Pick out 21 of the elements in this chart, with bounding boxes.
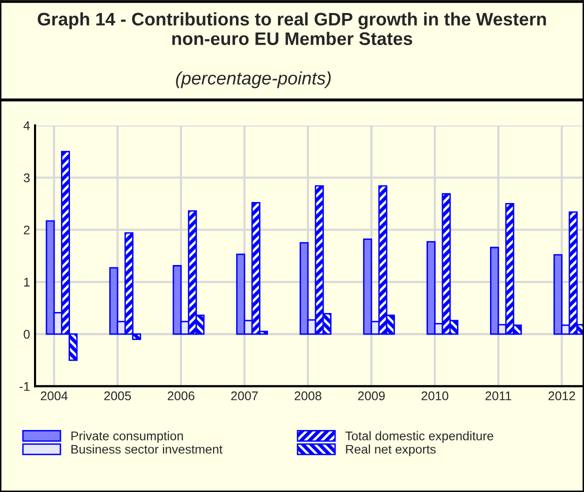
x-tick-label: 2007 <box>231 391 258 400</box>
x-tick-label: 2004 <box>40 391 68 400</box>
chart-subtitle: (percentage-points) <box>176 71 331 88</box>
y-tick-label: 3 <box>24 173 30 182</box>
legend-label: Business sector investment <box>71 444 222 454</box>
x-tick-label: 2005 <box>104 391 131 400</box>
y-tick-label: 2 <box>24 226 30 234</box>
chart-title: Graph 14 - Contributions to real GDP growth in the Western non-euro EU Member States <box>38 12 546 46</box>
legend-label: Real net exports <box>346 444 436 456</box>
y-tick-label: 1 <box>24 278 30 286</box>
y-tick-label: 4 <box>24 121 30 130</box>
x-tick-label: 2008 <box>294 391 322 400</box>
x-tick-label: 2010 <box>422 391 448 400</box>
x-tick-label: 2009 <box>358 391 385 400</box>
legend-label: Total domestic expenditure <box>345 431 494 443</box>
y-tick-label: 0 <box>24 330 30 339</box>
y-tick-label: -1 <box>20 382 30 391</box>
x-tick-label: 2006 <box>168 391 194 400</box>
x-tick-label: 2011 <box>486 391 512 400</box>
legend-label: Private consumption <box>71 431 183 443</box>
x-tick-label: 2012 <box>548 391 576 400</box>
